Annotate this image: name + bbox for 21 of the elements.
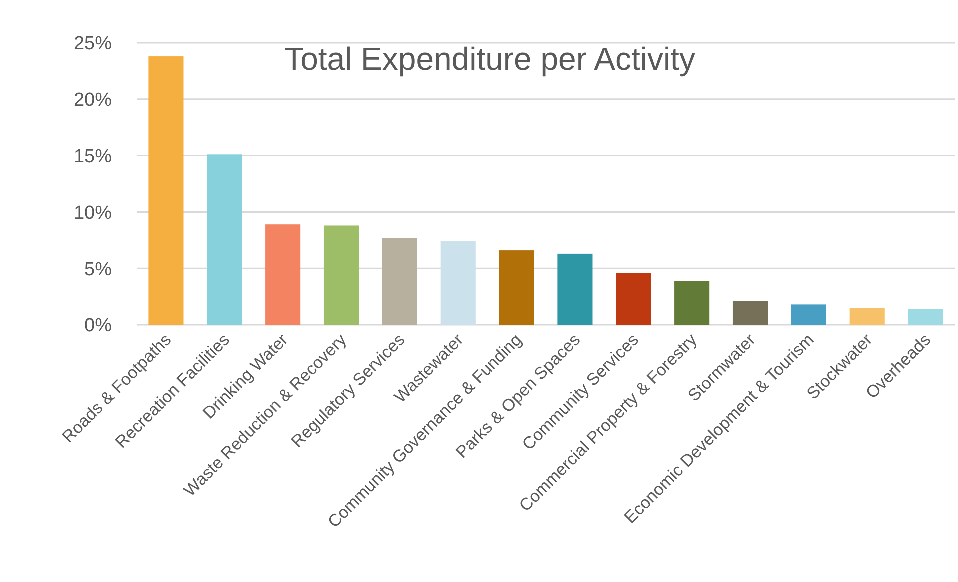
chart-title: Total Expenditure per Activity [284, 41, 696, 77]
bar [382, 238, 418, 325]
y-tick-label: 15% [74, 146, 112, 168]
bar [207, 154, 242, 325]
bar [440, 242, 476, 325]
bar [850, 308, 885, 325]
bar [266, 224, 301, 325]
y-tick-label: 0% [84, 316, 112, 337]
bar [616, 273, 652, 325]
bar [324, 226, 360, 325]
bar [908, 309, 944, 325]
bar [791, 304, 826, 325]
bar [148, 56, 184, 325]
y-tick-label: 25% [74, 34, 112, 55]
bar [499, 250, 534, 325]
bar [732, 301, 768, 325]
y-tick-label: 20% [74, 90, 112, 112]
y-tick-label: 5% [84, 259, 112, 280]
y-tick-label: 10% [74, 202, 112, 224]
bar [674, 281, 710, 325]
bar [558, 254, 593, 325]
